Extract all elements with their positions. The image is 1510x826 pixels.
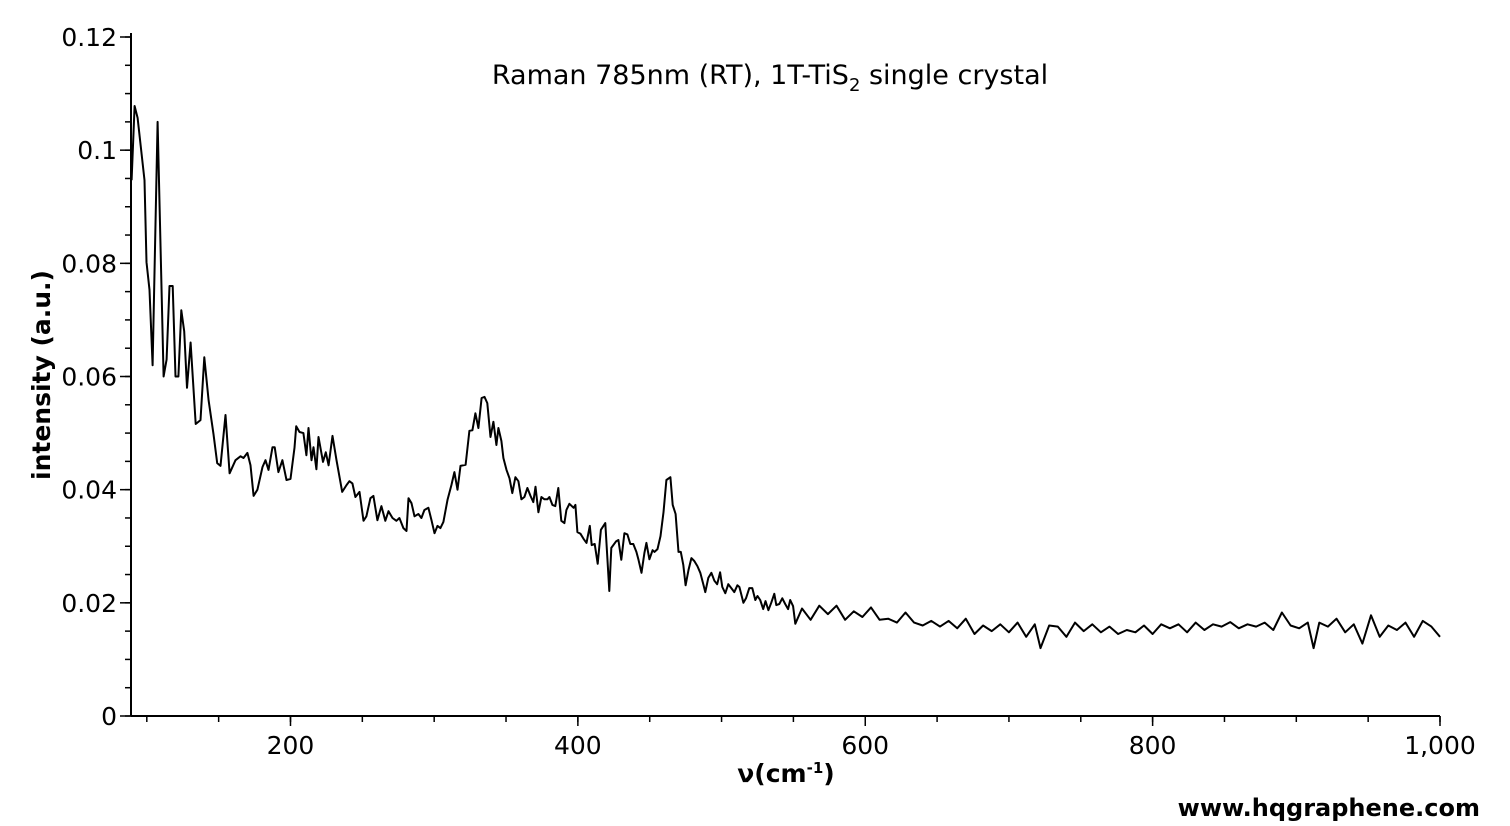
x-axis-label: ν(cm-1)	[737, 759, 834, 788]
chart-title-subscript: 2	[849, 75, 860, 96]
chart-title: Raman 785nm (RT), 1T-TiS2 single crystal	[492, 60, 1048, 96]
y-tick-label: 0.04	[61, 476, 117, 505]
x-axis-label-superscript: -1	[807, 759, 824, 777]
watermark: www.hqgraphene.com	[1178, 794, 1480, 822]
x-tick-label: 1,000	[1404, 731, 1476, 760]
tick-labels: 200 400 600 800 1,000 0 0.02 0.04 0.06 0.08 0.1 0.1…	[61, 23, 1475, 760]
y-tick-label: 0.02	[61, 589, 117, 618]
chart-title-rest: single crystal	[860, 60, 1048, 91]
y-tick-label: 0.06	[61, 363, 117, 392]
x-axis-label-close: )	[823, 759, 834, 788]
y-tick-label: 0.08	[61, 249, 117, 278]
y-tick-label: 0.12	[61, 23, 117, 52]
y-axis-label: intensity (a.u.)	[27, 270, 56, 480]
x-axis-label-main: ν(cm	[737, 759, 806, 788]
y-tick-label: 0.1	[77, 136, 117, 165]
y-tick-label: 0	[101, 702, 117, 731]
x-tick-label: 600	[841, 731, 889, 760]
spectrum-line	[130, 105, 1441, 650]
x-tick-label: 400	[554, 731, 602, 760]
x-tick-label: 800	[1129, 731, 1177, 760]
chart-title-main: Raman 785nm (RT), 1T-TiS	[492, 60, 849, 91]
x-tick-label: 200	[267, 731, 315, 760]
axes	[120, 33, 1441, 726]
